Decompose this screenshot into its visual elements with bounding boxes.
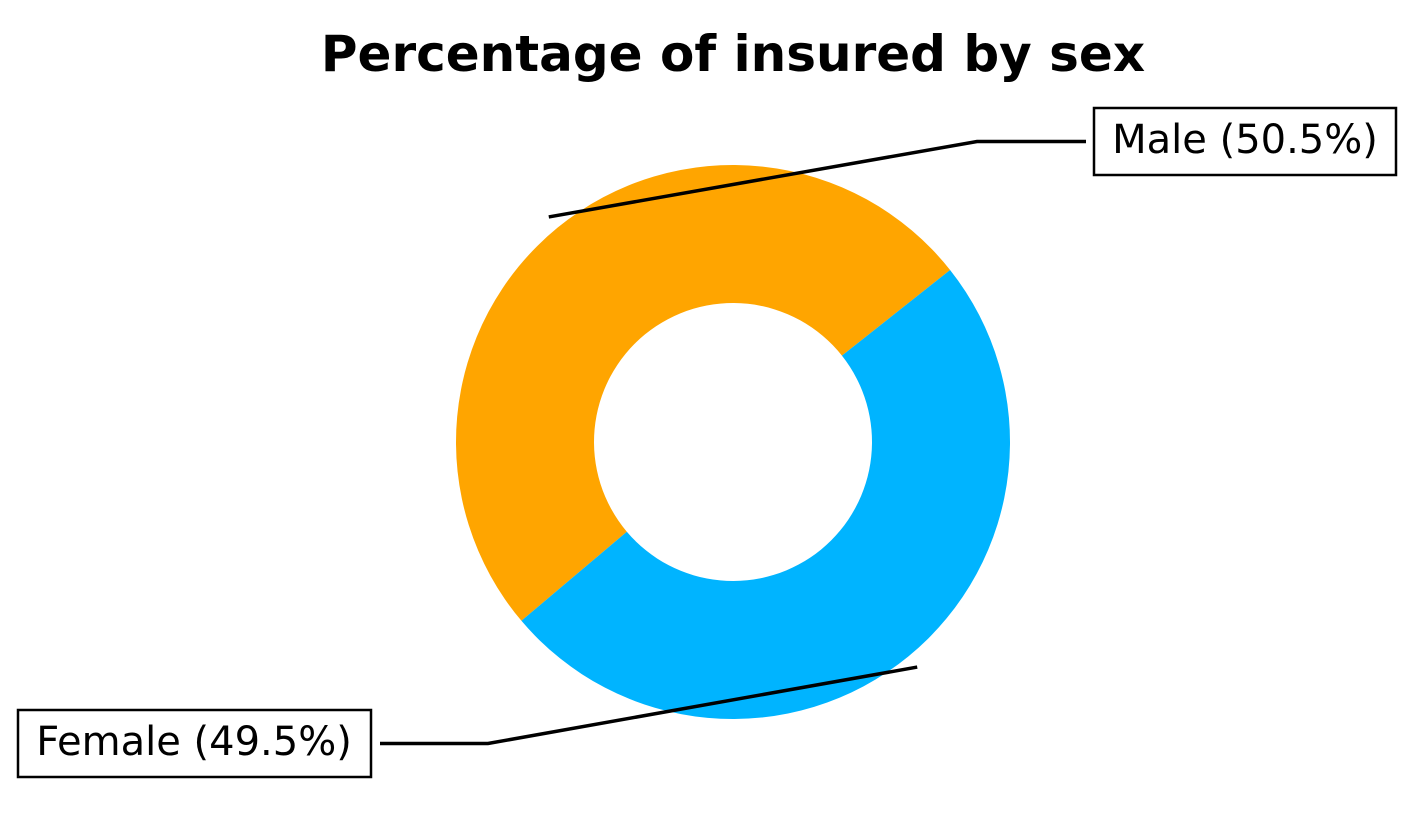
slice-labels: Male (50.5%) Female (49.5%): [16, 106, 1398, 779]
slice-label-female: Female (49.5%): [36, 719, 352, 765]
leader-line-male: [548, 139, 1086, 219]
slice-male: [455, 164, 951, 621]
label-box-female: [16, 708, 373, 779]
label-box-male: [1092, 106, 1398, 177]
leader-line-female: [380, 665, 918, 746]
donut-slices: [455, 164, 1010, 719]
slice-label-male: Male (50.5%): [1112, 117, 1378, 163]
chart-title: Percentage of insured by sex: [321, 25, 1145, 83]
slice-female: [521, 269, 1010, 719]
